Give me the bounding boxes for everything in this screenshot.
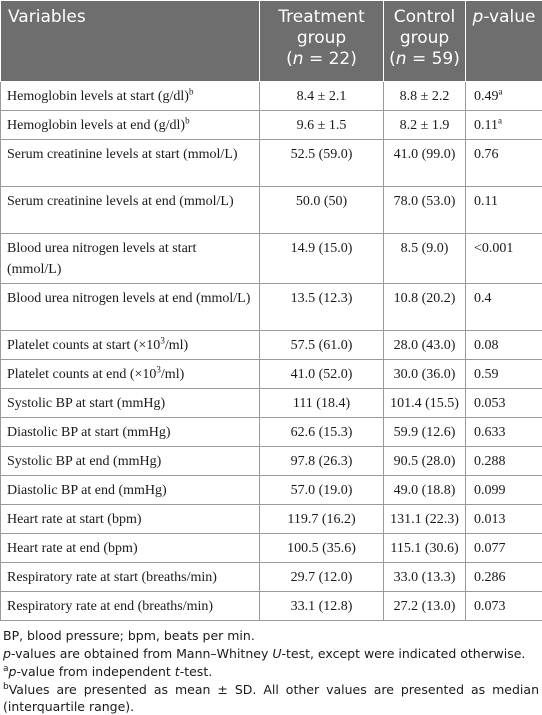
footnote-test-method: p-values are obtained from Mann–Whitney … <box>3 645 539 662</box>
cell-variable: Systolic BP at end (mmHg) <box>1 447 260 476</box>
cell-variable: Heart rate at start (bpm) <box>1 505 260 534</box>
cell-control: 28.0 (43.0) <box>384 331 466 360</box>
cell-control: 131.1 (22.3) <box>384 505 466 534</box>
cell-p-value: 0.11a <box>466 111 542 140</box>
table-row: Systolic BP at end (mmHg)97.8 (26.3)90.5… <box>1 447 542 476</box>
cell-control: 78.0 (53.0) <box>384 187 466 234</box>
header-treatment-group: Treatment group (n = 22) <box>260 1 384 82</box>
table-row: Blood urea nitrogen levels at end (mmol/… <box>1 284 542 331</box>
cell-control: 41.0 (99.0) <box>384 140 466 187</box>
table-header: Variables Treatment group (n = 22) Contr… <box>1 1 542 82</box>
cell-p-value: 0.286 <box>466 563 542 592</box>
table-row: Respiratory rate at end (breaths/min)33.… <box>1 592 542 621</box>
cell-control: 49.0 (18.8) <box>384 476 466 505</box>
cell-variable: Diastolic BP at end (mmHg) <box>1 476 260 505</box>
footnote-b: bValues are presented as mean ± SD. All … <box>3 681 539 715</box>
cell-p-value: 0.11 <box>466 187 542 234</box>
table-row: Serum creatinine levels at start (mmol/L… <box>1 140 542 187</box>
cell-treatment: 57.5 (61.0) <box>260 331 384 360</box>
cell-p-value: 0.073 <box>466 592 542 621</box>
cell-variable: Respiratory rate at start (breaths/min) <box>1 563 260 592</box>
cell-variable: Platelet counts at end (×103/ml) <box>1 360 260 389</box>
cell-control: 10.8 (20.2) <box>384 284 466 331</box>
cell-treatment: 41.0 (52.0) <box>260 360 384 389</box>
cell-treatment: 62.6 (15.3) <box>260 418 384 447</box>
cell-control: 8.2 ± 1.9 <box>384 111 466 140</box>
cell-p-value: 0.077 <box>466 534 542 563</box>
cell-p-value: 0.633 <box>466 418 542 447</box>
cell-variable: Respiratory rate at end (breaths/min) <box>1 592 260 621</box>
cell-treatment: 111 (18.4) <box>260 389 384 418</box>
cell-variable: Blood urea nitrogen levels at end (mmol/… <box>1 284 260 331</box>
table-row: Heart rate at end (bpm)100.5 (35.6)115.1… <box>1 534 542 563</box>
cell-p-value: 0.49a <box>466 82 542 111</box>
cell-control: 115.1 (30.6) <box>384 534 466 563</box>
cell-treatment: 13.5 (12.3) <box>260 284 384 331</box>
table-row: Heart rate at start (bpm)119.7 (16.2)131… <box>1 505 542 534</box>
cell-control: 8.5 (9.0) <box>384 234 466 284</box>
cell-p-value: 0.053 <box>466 389 542 418</box>
cell-p-value: 0.013 <box>466 505 542 534</box>
cell-control: 33.0 (13.3) <box>384 563 466 592</box>
cell-control: 30.0 (36.0) <box>384 360 466 389</box>
cell-variable: Hemoglobin levels at start (g/dl)b <box>1 82 260 111</box>
cell-p-value: 0.099 <box>466 476 542 505</box>
cell-treatment: 52.5 (59.0) <box>260 140 384 187</box>
cell-variable: Serum creatinine levels at end (mmol/L) <box>1 187 260 234</box>
table-footnotes: BP, blood pressure; bpm, beats per min. … <box>0 621 542 715</box>
results-table: Variables Treatment group (n = 22) Contr… <box>0 0 542 621</box>
table-row: Blood urea nitrogen levels at start (mmo… <box>1 234 542 284</box>
header-p-value: p-value <box>466 1 542 82</box>
table-row: Diastolic BP at end (mmHg)57.0 (19.0)49.… <box>1 476 542 505</box>
cell-p-value: <0.001 <box>466 234 542 284</box>
cell-p-value: 0.76 <box>466 140 542 187</box>
cell-treatment: 50.0 (50) <box>260 187 384 234</box>
table-row: Platelet counts at start (×103/ml)57.5 (… <box>1 331 542 360</box>
cell-treatment: 57.0 (19.0) <box>260 476 384 505</box>
cell-variable: Serum creatinine levels at start (mmol/L… <box>1 140 260 187</box>
cell-variable: Platelet counts at start (×103/ml) <box>1 331 260 360</box>
cell-variable: Blood urea nitrogen levels at start (mmo… <box>1 234 260 284</box>
header-control-group: Control group (n = 59) <box>384 1 466 82</box>
cell-p-value: 0.59 <box>466 360 542 389</box>
cell-control: 8.8 ± 2.2 <box>384 82 466 111</box>
cell-variable: Heart rate at end (bpm) <box>1 534 260 563</box>
cell-treatment: 14.9 (15.0) <box>260 234 384 284</box>
cell-p-value: 0.288 <box>466 447 542 476</box>
cell-variable: Hemoglobin levels at end (g/dl)b <box>1 111 260 140</box>
cell-treatment: 29.7 (12.0) <box>260 563 384 592</box>
cell-treatment: 9.6 ± 1.5 <box>260 111 384 140</box>
table-row: Systolic BP at start (mmHg)111 (18.4)101… <box>1 389 542 418</box>
cell-control: 59.9 (12.6) <box>384 418 466 447</box>
cell-control: 101.4 (15.5) <box>384 389 466 418</box>
cell-treatment: 8.4 ± 2.1 <box>260 82 384 111</box>
table-row: Platelet counts at end (×103/ml)41.0 (52… <box>1 360 542 389</box>
cell-control: 27.2 (13.0) <box>384 592 466 621</box>
cell-treatment: 119.7 (16.2) <box>260 505 384 534</box>
cell-variable: Diastolic BP at start (mmHg) <box>1 418 260 447</box>
cell-treatment: 97.8 (26.3) <box>260 447 384 476</box>
table-row: Serum creatinine levels at end (mmol/L)5… <box>1 187 542 234</box>
table-row: Respiratory rate at start (breaths/min)2… <box>1 563 542 592</box>
footnote-a: ap-value from independent t-test. <box>3 663 539 680</box>
cell-p-value: 0.08 <box>466 331 542 360</box>
header-variables: Variables <box>1 1 260 82</box>
table-row: Diastolic BP at start (mmHg)62.6 (15.3)5… <box>1 418 542 447</box>
cell-control: 90.5 (28.0) <box>384 447 466 476</box>
cell-p-value: 0.4 <box>466 284 542 331</box>
cell-variable: Systolic BP at start (mmHg) <box>1 389 260 418</box>
footnote-abbreviations: BP, blood pressure; bpm, beats per min. <box>3 627 539 644</box>
cell-treatment: 33.1 (12.8) <box>260 592 384 621</box>
cell-treatment: 100.5 (35.6) <box>260 534 384 563</box>
